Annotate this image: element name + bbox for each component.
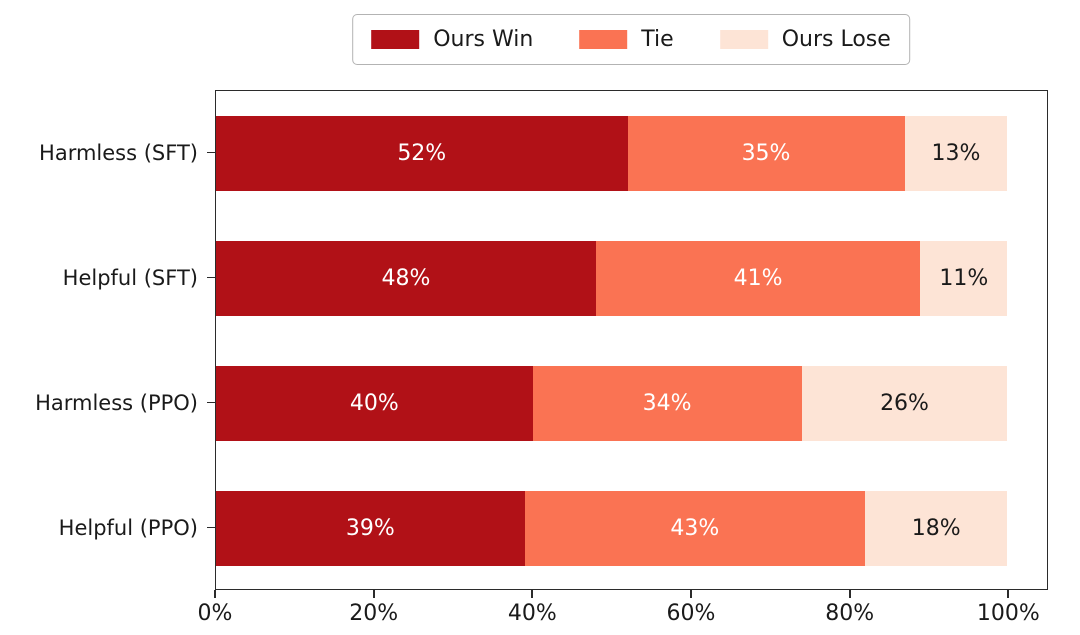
y-axis-label-harmless-ppo: Harmless (PPO) xyxy=(35,390,198,415)
y-tick-mark xyxy=(207,276,215,279)
bar-segment-ours-win: 39% xyxy=(216,491,525,566)
legend-swatch-ours-win xyxy=(371,30,420,49)
bar-segment-tie: 34% xyxy=(532,366,802,441)
bar-segment-tie: 43% xyxy=(524,491,865,566)
x-tick-mark xyxy=(1007,590,1010,598)
bar-segment-ours-lose: 13% xyxy=(904,116,1008,191)
bar-segment-tie: 41% xyxy=(595,241,921,316)
bar-row-harmless-sft: 52% 35% 13% xyxy=(216,91,1047,216)
bar-value-label: 34% xyxy=(642,390,692,416)
bar-segment-ours-lose: 26% xyxy=(801,366,1008,441)
x-tick-label: 100% xyxy=(976,601,1040,626)
bar-row-helpful-sft: 48% 41% 11% xyxy=(216,216,1047,341)
legend-item-ours-win: Ours Win xyxy=(371,27,533,52)
legend-label: Ours Lose xyxy=(781,27,891,52)
x-tick-label: 80% xyxy=(825,601,875,626)
y-tick-mark xyxy=(207,151,215,154)
bar-value-label: 43% xyxy=(670,515,720,541)
bar-value-label: 18% xyxy=(911,515,961,541)
legend: Ours Win Tie Ours Lose xyxy=(352,14,910,65)
x-tick-mark xyxy=(690,590,692,598)
x-tick-mark xyxy=(848,590,851,598)
x-tick-mark xyxy=(214,590,216,598)
y-tick-mark xyxy=(207,526,215,529)
bar-segment-ours-win: 48% xyxy=(216,241,596,316)
bar-value-label: 41% xyxy=(733,265,783,291)
y-axis-label-helpful-ppo: Helpful (PPO) xyxy=(58,515,198,540)
stacked-bar: 40% 34% 26% xyxy=(216,366,1047,441)
stacked-bar: 39% 43% 18% xyxy=(216,491,1047,566)
x-tick-mark xyxy=(372,590,375,598)
stacked-bar: 52% 35% 13% xyxy=(216,116,1047,191)
legend-item-tie: Tie xyxy=(579,27,674,52)
bar-value-label: 35% xyxy=(741,140,791,166)
bar-segment-ours-lose: 18% xyxy=(864,491,1008,566)
bar-row-helpful-ppo: 39% 43% 18% xyxy=(216,466,1047,591)
bar-value-label: 11% xyxy=(939,265,989,291)
bar-value-label: 48% xyxy=(381,265,431,291)
bar-row-harmless-ppo: 40% 34% 26% xyxy=(216,341,1047,466)
bar-value-label: 26% xyxy=(880,390,929,416)
y-tick-mark xyxy=(207,401,215,404)
bar-segment-tie: 35% xyxy=(627,116,905,191)
bar-segment-ours-win: 40% xyxy=(216,366,533,441)
plot-area: 52% 35% 13% 48% 41% 11% 40% 34% 26% 39% 43% 18% xyxy=(215,90,1048,590)
x-tick-label: 60% xyxy=(666,601,716,626)
stacked-bar: 48% 41% 11% xyxy=(216,241,1047,316)
legend-label: Ours Win xyxy=(433,27,534,52)
y-axis-label-harmless-sft: Harmless (SFT) xyxy=(39,140,198,165)
x-tick-label: 0% xyxy=(197,601,233,626)
bar-segment-ours-win: 52% xyxy=(216,116,628,191)
x-tick-mark xyxy=(531,590,534,598)
legend-swatch-ours-lose xyxy=(719,30,768,49)
x-tick-label: 40% xyxy=(507,601,557,626)
x-tick-label: 20% xyxy=(349,601,399,626)
y-axis-label-helpful-sft: Helpful (SFT) xyxy=(62,265,198,290)
bar-value-label: 52% xyxy=(397,140,447,166)
bar-segment-ours-lose: 11% xyxy=(920,241,1008,316)
legend-swatch-tie xyxy=(579,30,628,49)
bar-value-label: 40% xyxy=(349,390,399,416)
legend-label: Tie xyxy=(641,27,674,52)
legend-item-ours-lose: Ours Lose xyxy=(719,27,891,52)
bar-value-label: 13% xyxy=(931,140,981,166)
bar-value-label: 39% xyxy=(345,515,395,541)
